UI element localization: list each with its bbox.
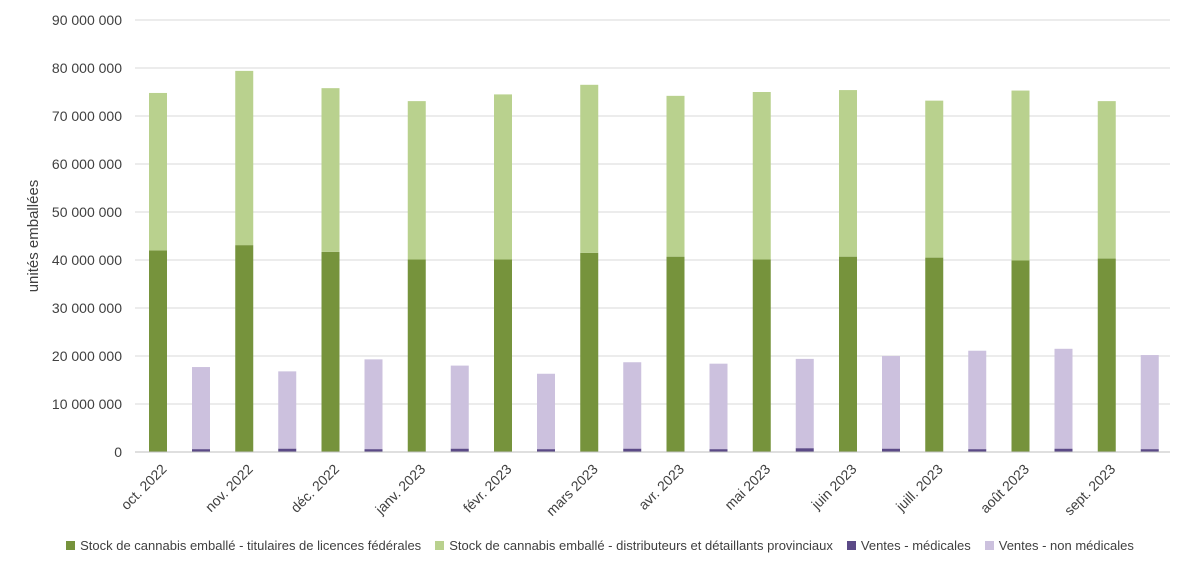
x-tick-label: oct. 2022 xyxy=(118,461,170,513)
y-tick-label: 80 000 000 xyxy=(52,60,122,76)
x-tick-label: févr. 2023 xyxy=(460,461,515,516)
bar-segment xyxy=(407,101,426,260)
bar-segment xyxy=(450,448,469,452)
bar-segment xyxy=(450,365,469,449)
bar-segment xyxy=(666,256,685,452)
legend-item: Stock de cannabis emballé - distributeur… xyxy=(435,538,833,553)
bar-segment xyxy=(795,358,814,449)
x-tick-label: janv. 2023 xyxy=(371,461,428,518)
bar-segment xyxy=(968,350,987,450)
bar-segment xyxy=(752,92,771,260)
bar-segment xyxy=(1097,101,1116,259)
bar-segment xyxy=(1097,258,1116,452)
bar-segment xyxy=(1140,355,1159,450)
bar-segment xyxy=(795,448,814,452)
x-tick-label: mars 2023 xyxy=(543,461,601,519)
x-tick-label: juin 2023 xyxy=(807,461,859,513)
bars xyxy=(149,70,1159,452)
bar-segment xyxy=(321,251,340,452)
bar-segment xyxy=(235,245,254,452)
bar-segment xyxy=(235,70,254,246)
x-tick-label: mai 2023 xyxy=(721,461,773,513)
legend-swatch xyxy=(846,541,856,550)
x-tick-label: juill. 2023 xyxy=(892,461,946,515)
y-tick-label: 0 xyxy=(114,444,122,460)
y-tick-label: 70 000 000 xyxy=(52,108,122,124)
axes: 0 10 000 000 20 000 000 30 000 000 40 000 00… xyxy=(52,12,1170,519)
bar-segment xyxy=(364,359,383,450)
bar-segment xyxy=(537,449,555,452)
legend-swatch xyxy=(66,541,76,550)
bar-segment xyxy=(623,448,642,452)
bar-segment xyxy=(882,448,900,452)
y-tick-label: 60 000 000 xyxy=(52,156,122,172)
legend-item: Ventes - non médicales xyxy=(984,538,1134,553)
bar-segment xyxy=(709,363,728,450)
bar-segment xyxy=(192,449,210,452)
bar-segment xyxy=(839,90,857,257)
bar-segment xyxy=(149,250,167,452)
bar-segment xyxy=(709,449,728,452)
y-tick-label: 10 000 000 xyxy=(52,396,122,412)
bar-segment xyxy=(925,257,944,452)
legend-label: Ventes - non médicales xyxy=(998,538,1134,553)
y-tick-label: 50 000 000 xyxy=(52,204,122,220)
bar-segment xyxy=(1054,448,1073,452)
bar-segment xyxy=(666,95,685,257)
bar-segment xyxy=(580,252,599,452)
bar-segment xyxy=(364,449,383,452)
bar-segment xyxy=(1011,90,1030,261)
bar-segment xyxy=(925,100,944,258)
legend-swatch xyxy=(984,541,994,550)
x-tick-label: avr. 2023 xyxy=(635,461,687,513)
bar-segment xyxy=(580,84,599,253)
bar-segment xyxy=(537,373,555,450)
bar-segment xyxy=(192,367,210,450)
x-tick-label: déc. 2022 xyxy=(287,461,342,516)
x-tick-label: nov. 2022 xyxy=(202,461,256,515)
x-tick-label: sept. 2023 xyxy=(1061,461,1119,519)
y-tick-label: 20 000 000 xyxy=(52,348,122,364)
bar-segment xyxy=(968,449,987,452)
legend-label: Stock de cannabis emballé - distributeur… xyxy=(449,538,833,553)
legend-label: Ventes - médicales xyxy=(860,538,971,553)
bar-segment xyxy=(839,256,857,452)
bar-segment xyxy=(1140,449,1159,452)
bar-segment xyxy=(278,448,297,452)
bar-segment xyxy=(882,356,900,449)
bar-segment xyxy=(149,92,167,251)
legend-label: Stock de cannabis emballé - titulaires d… xyxy=(80,538,422,553)
bar-segment xyxy=(494,259,512,452)
x-tick-label: août 2023 xyxy=(977,461,1033,517)
legend-item: Stock de cannabis emballé - titulaires d… xyxy=(66,538,421,553)
y-tick-label: 30 000 000 xyxy=(52,300,122,316)
stacked-bar-chart: 0 10 000 000 20 000 000 30 000 000 40 000 00… xyxy=(25,12,1170,519)
bar-segment xyxy=(1054,348,1073,449)
gridlines xyxy=(135,19,1170,405)
bar-segment xyxy=(1011,260,1030,452)
legend: Stock de cannabis emballé - titulaires d… xyxy=(0,538,1200,553)
legend-swatch xyxy=(435,541,445,550)
legend-item: Ventes - médicales xyxy=(846,538,971,553)
bar-segment xyxy=(321,88,340,252)
bar-segment xyxy=(407,259,426,452)
bar-segment xyxy=(278,371,297,449)
bar-segment xyxy=(494,94,512,260)
bar-segment xyxy=(623,362,642,449)
bar-segment xyxy=(752,259,771,452)
y-tick-label: 40 000 000 xyxy=(52,252,122,268)
y-tick-label: 90 000 000 xyxy=(52,12,122,28)
y-axis-label: unités emballées xyxy=(25,180,42,293)
